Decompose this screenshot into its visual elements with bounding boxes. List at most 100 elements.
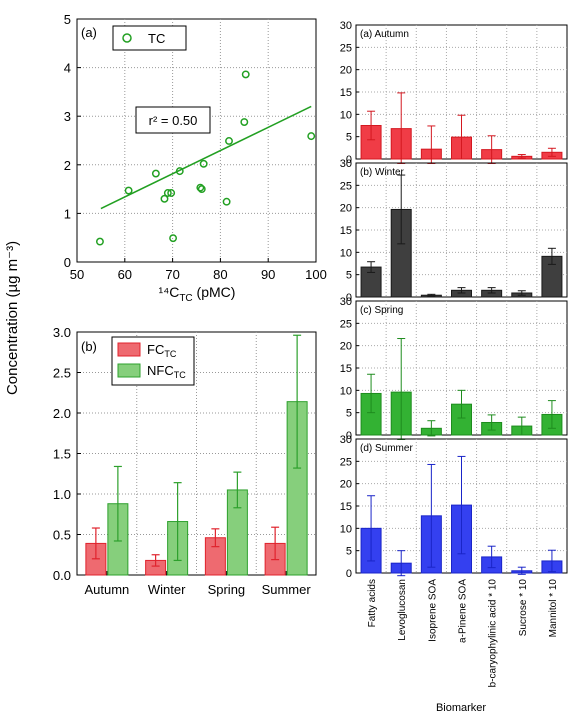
y-tick-label: 30 — [340, 434, 352, 446]
scatter-point — [175, 167, 184, 176]
y-tick-label: 30 — [340, 158, 352, 170]
scatter-point — [151, 169, 160, 178]
y-tick-label: 20 — [340, 341, 352, 353]
y-tick-label: 5 — [346, 132, 352, 144]
biomarker-category-label: Mannitol * 10 — [548, 579, 559, 638]
scatter-point — [199, 159, 208, 168]
y-tick-label: 5 — [346, 270, 352, 282]
y-tick-label: 5 — [346, 546, 352, 558]
biomarker-panel-4: 0 5 10 15 20 25 30 (d) Summer — [340, 434, 568, 580]
y-tick-label: 1 — [64, 206, 71, 221]
y-tick-label: 0 — [346, 292, 352, 304]
y-tick-label: 0 — [346, 430, 352, 442]
x-tick-label: 100 — [305, 267, 327, 282]
y-tick-label: 0.5 — [53, 528, 71, 543]
y-tick-label: 5 — [64, 12, 71, 27]
legend-swatch-fc — [117, 342, 141, 357]
y-tick-label: 3 — [64, 109, 71, 124]
y-tick-label: 5 — [346, 408, 352, 420]
scatter-grid — [77, 19, 316, 262]
scatter-ticks: 50 60 70 80 90 100 0 1 2 3 4 5 — [64, 12, 327, 282]
legend-swatch-nfc — [117, 363, 141, 378]
y-tick-label: 2.0 — [53, 406, 71, 421]
biomarker-category-label: Levoglucosan — [397, 579, 408, 641]
biomarker-panel-2: 0 5 10 15 20 25 30 (b) Winter — [340, 158, 568, 304]
biomarker-category-label: Fatty acids — [367, 579, 378, 627]
y-tick-label: 1.5 — [53, 447, 71, 462]
y-tick-label: 0 — [64, 255, 71, 270]
x-tick-label: 70 — [165, 267, 179, 282]
panel-label: (c) Spring — [360, 305, 403, 316]
y-tick-label: 2 — [64, 158, 71, 173]
category-label: Summer — [262, 582, 312, 597]
biomarker-panel-1: 0 5 10 15 20 25 30 (a) Autumn — [340, 20, 568, 166]
scatter-point — [197, 185, 206, 194]
scatter-point — [241, 70, 250, 79]
panel-label-a: (a) — [81, 25, 97, 40]
scatter-point — [307, 132, 316, 141]
y-tick-label: 25 — [340, 318, 352, 330]
fit-line — [100, 105, 312, 210]
y-tick-label: 0.0 — [53, 568, 71, 583]
scatter-point — [124, 186, 133, 195]
y-tick-label: 15 — [340, 363, 352, 375]
y-tick-label: 25 — [340, 42, 352, 54]
y-tick-label: 2.5 — [53, 366, 71, 381]
x-tick-label: 90 — [261, 267, 275, 282]
scatter-panel-a: 50 60 70 80 90 100 0 1 2 3 4 5 (a) TC r² = 0.50 ¹⁴C… — [64, 12, 327, 304]
scatter-point — [167, 189, 176, 197]
bar-panel-b: 0.0 0.5 1.0 1.5 2.0 2.5 3.0 Autumn Winter Spring S… — [53, 325, 317, 597]
y-tick-label: 20 — [340, 479, 352, 491]
bars-b — [85, 334, 308, 576]
y-tick-label: 10 — [340, 247, 352, 259]
shared-y-axis-label: Concentration (µg m⁻³) — [4, 241, 21, 395]
y-tick-label: 0 — [346, 568, 352, 580]
bar-ticks-b: 0.0 0.5 1.0 1.5 2.0 2.5 3.0 Autumn Winter Spring S… — [53, 325, 311, 597]
scatter-x-axis-label: ¹⁴CTC (pMC) — [159, 284, 236, 304]
y-tick-label: 4 — [64, 61, 71, 76]
x-tick-label: 50 — [70, 267, 84, 282]
r2-box — [135, 106, 211, 134]
scatter-point — [222, 197, 231, 206]
scatter-point — [163, 189, 172, 197]
r2-annotation: r² = 0.50 — [149, 113, 198, 128]
biomarker-panels: 0 5 10 15 20 25 30 (a) Autumn 0 5 10 15 20 25 30 (b) Wi… — [340, 20, 568, 688]
scatter-point — [160, 194, 169, 203]
legend-tc-marker — [122, 33, 132, 43]
scatter-point — [196, 183, 205, 192]
x-tick-label: 80 — [213, 267, 227, 282]
y-tick-label: 15 — [340, 225, 352, 237]
y-tick-label: 25 — [340, 180, 352, 192]
biomarker-category-label: Isoprene SOA — [427, 579, 438, 642]
y-tick-label: 20 — [340, 65, 352, 77]
legend-label-nfc: NFCTC — [147, 363, 186, 380]
category-label: Winter — [148, 582, 186, 597]
y-tick-label: 3.0 — [53, 325, 71, 340]
y-tick-label: 10 — [340, 109, 352, 121]
y-tick-label: 30 — [340, 296, 352, 308]
panel-label: (b) Winter — [360, 167, 405, 178]
scatter-legend-box — [112, 25, 187, 51]
y-tick-label: 1.0 — [53, 487, 71, 502]
scatter-point — [225, 137, 233, 145]
legend-tc-label: TC — [148, 31, 165, 46]
biomarker-category-label: b-caryophylinic acid * 10 — [488, 579, 499, 688]
panel-label: (d) Summer — [360, 443, 413, 454]
scatter-point — [169, 234, 178, 243]
biomarker-x-axis-label: Biomarker — [436, 702, 486, 714]
y-tick-label: 0 — [346, 154, 352, 166]
scatter-point — [240, 118, 249, 126]
y-tick-label: 15 — [340, 501, 352, 513]
y-tick-label: 15 — [340, 87, 352, 99]
y-tick-label: 25 — [340, 456, 352, 468]
legend-label-fc: FCTC — [147, 342, 177, 359]
scatter-frame — [76, 18, 317, 263]
scatter-points — [95, 70, 316, 246]
x-tick-label: 60 — [118, 267, 132, 282]
y-tick-label: 20 — [340, 203, 352, 215]
panel-label-b: (b) — [81, 339, 97, 354]
category-label: Spring — [208, 582, 246, 597]
category-label: Autumn — [84, 582, 129, 597]
y-tick-label: 10 — [340, 523, 352, 535]
